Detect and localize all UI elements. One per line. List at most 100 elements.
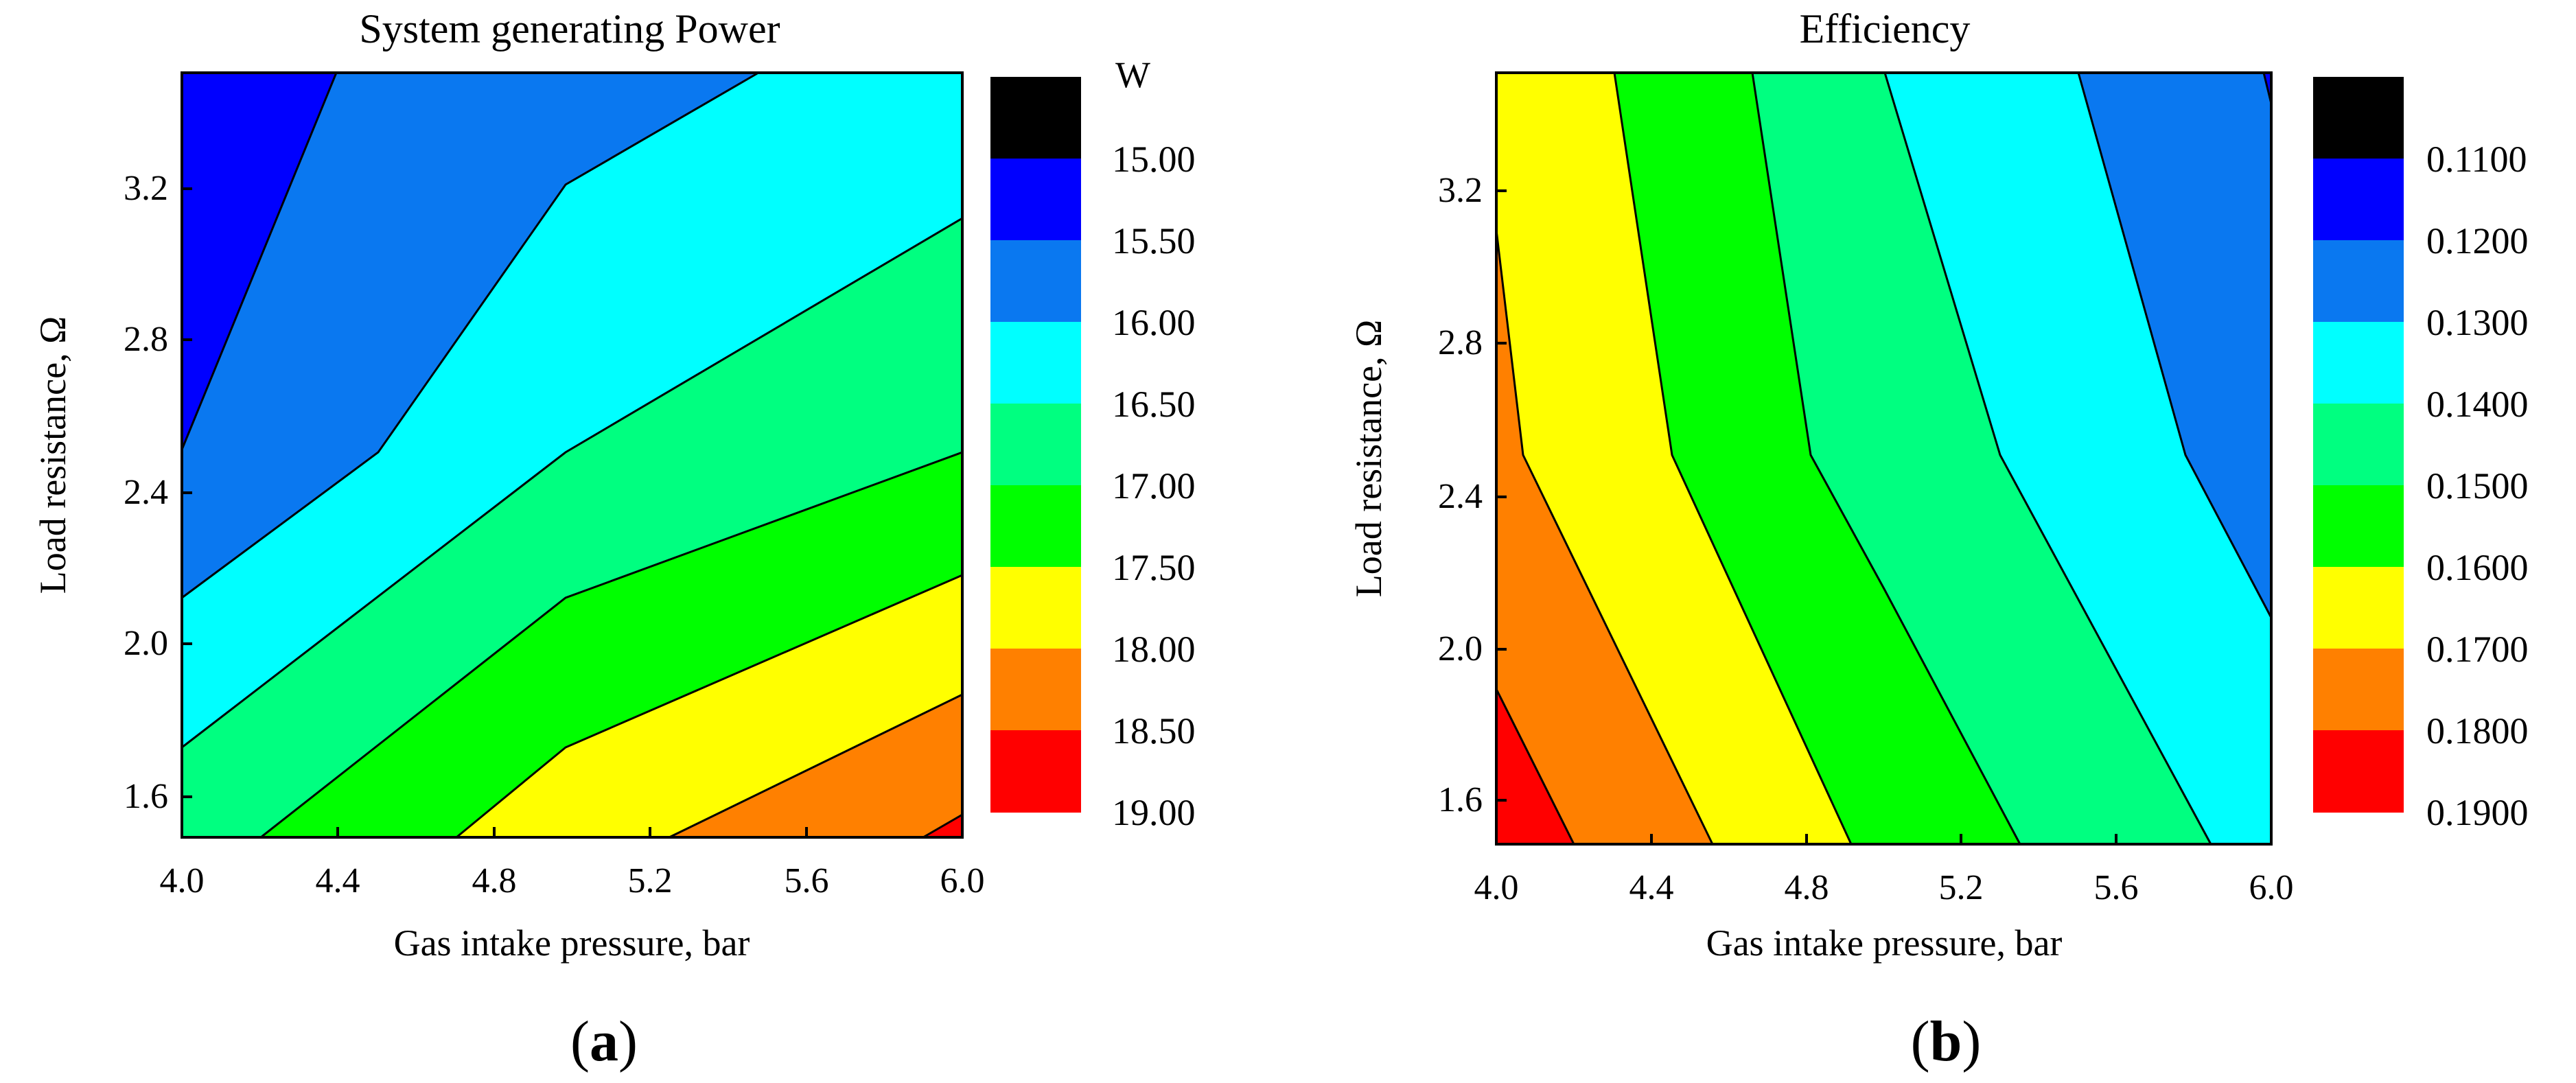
panel-a-title: System generating Power [359, 6, 780, 51]
contour-line [1751, 72, 2021, 845]
y-tick-label: 2.8 [124, 320, 168, 359]
panel-a-colorbar [990, 77, 1081, 813]
colorbar-swatch [990, 485, 1081, 567]
region-17.5-18.0 [456, 575, 962, 837]
colorbar-label: 0.1300 [2426, 302, 2529, 343]
colorbar-unit: W [1115, 54, 1150, 95]
contour-line [1495, 688, 1575, 845]
region-0.18-0.17 [1496, 230, 1713, 844]
panel-b-y-axis [1496, 189, 1507, 802]
panel-a-caption: (a) [570, 1010, 638, 1073]
colorbar-swatch [990, 322, 1081, 404]
y-tick-label: 1.6 [1438, 780, 1483, 819]
y-tick-label: 3.2 [124, 169, 168, 208]
colorbar-swatch [2313, 485, 2404, 567]
y-tick-label: 3.2 [1438, 171, 1483, 210]
contour-line [181, 72, 338, 450]
panel-a-letter: a [590, 1010, 618, 1073]
colorbar-swatch [2313, 77, 2404, 159]
colorbar-label: 18.00 [1112, 629, 1196, 670]
region-0.17-0.16 [1496, 73, 1851, 844]
contour-line [456, 574, 963, 839]
colorbar-label: 0.1700 [2426, 629, 2529, 670]
colorbar-swatch [990, 649, 1081, 730]
colorbar-swatch [990, 404, 1081, 485]
contour-line [181, 71, 759, 599]
x-tick-label: 5.6 [785, 861, 829, 900]
region-17.0-17.5 [261, 452, 962, 837]
x-tick-label: 5.6 [2094, 868, 2139, 907]
colorbar-label: 0.1900 [2426, 792, 2529, 833]
contour-line [260, 451, 963, 839]
y-tick-label: 2.8 [1438, 323, 1483, 362]
panel-a: System generating Power [32, 6, 1196, 1073]
colorbar-label: 18.50 [1112, 710, 1196, 752]
colorbar-label: 16.00 [1112, 302, 1196, 343]
colorbar-label: 17.00 [1112, 465, 1196, 506]
panel-a-x-axis [181, 827, 964, 837]
paren-open: ( [1911, 1010, 1930, 1073]
y-axis-label: Load resistance, Ω [32, 316, 73, 594]
colorbar-swatch [2313, 404, 2404, 485]
panel-b-title: Efficiency [1800, 6, 1971, 51]
colorbar-label: 17.50 [1112, 547, 1196, 588]
panel-b-letter: b [1930, 1010, 1962, 1073]
colorbar-swatch [990, 159, 1081, 240]
colorbar-label: 16.50 [1112, 384, 1196, 425]
x-tick-label: 4.0 [1474, 868, 1519, 907]
colorbar-swatch [2313, 649, 2404, 730]
x-tick-label: 6.0 [2249, 868, 2294, 907]
contour-line [923, 813, 963, 839]
y-tick-label: 2.0 [1438, 629, 1483, 668]
x-axis-label: Gas intake pressure, bar [1706, 922, 2063, 964]
region-15.5-16.0 [182, 73, 758, 598]
panel-b-x-axis [1495, 834, 2273, 844]
colorbar-swatch [2313, 240, 2404, 322]
panel-a-y-axis [182, 187, 192, 798]
colorbar-label: 0.1800 [2426, 710, 2529, 752]
colorbar-label: 15.00 [1112, 139, 1196, 180]
panel-b-plot [1495, 71, 2273, 846]
contour-line [1495, 229, 1714, 845]
colorbar-label: 19.00 [1112, 792, 1196, 833]
colorbar-label: 0.1100 [2426, 139, 2527, 180]
panel-b-colorbar [2313, 77, 2404, 813]
x-tick-label: 5.2 [628, 861, 673, 900]
region-0.15-0.14 [1752, 73, 2211, 844]
region-0.16-0.15 [1614, 73, 2020, 844]
colorbar-swatch [2313, 730, 2404, 813]
colorbar-label: 15.50 [1112, 220, 1196, 261]
panel-b: Efficiency 4.0 [1348, 6, 2529, 1073]
region-0.14-0.13 [1885, 73, 2271, 844]
x-axis-label: Gas intake pressure, bar [394, 922, 750, 964]
x-tick-label: 6.0 [940, 861, 985, 900]
paren-open: ( [570, 1010, 590, 1073]
paren-close: ) [1962, 1010, 1981, 1073]
panel-b-plot-frame [1495, 71, 2273, 846]
paren-close: ) [618, 1010, 638, 1073]
colorbar-label: 0.1600 [2426, 547, 2529, 588]
colorbar-swatch [990, 567, 1081, 649]
colorbar-swatch [2313, 567, 2404, 649]
y-tick-label: 2.4 [124, 473, 168, 512]
panel-a-plot [181, 71, 964, 839]
colorbar-label: 0.1500 [2426, 465, 2529, 506]
contour-line [669, 693, 963, 839]
colorbar-swatch [990, 240, 1081, 322]
panel-a-plot-frame [181, 71, 964, 839]
colorbar-swatch [2313, 322, 2404, 404]
contour-line [1613, 72, 1853, 845]
colorbar-swatch [2313, 159, 2404, 240]
x-tick-label: 5.2 [1939, 868, 1984, 907]
region-16.5-17.0 [182, 218, 962, 837]
x-tick-label: 4.0 [160, 861, 205, 900]
x-tick-label: 4.4 [316, 861, 360, 900]
colorbar-swatch [990, 730, 1081, 813]
x-tick-label: 4.8 [1785, 868, 1829, 907]
region-0.13-0.12 [2078, 73, 2271, 618]
x-tick-label: 4.8 [472, 861, 517, 900]
contour-line [1883, 72, 2212, 845]
y-tick-label: 2.4 [1438, 477, 1483, 516]
panel-b-caption: (b) [1911, 1010, 1982, 1073]
y-axis-label: Load resistance, Ω [1348, 320, 1389, 597]
